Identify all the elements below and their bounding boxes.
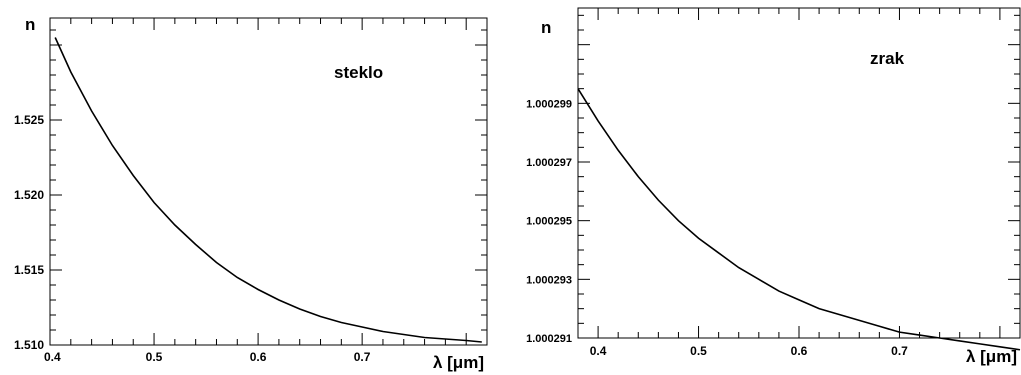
x-tick-label: 0.4 [590, 344, 607, 358]
y-tick-label: 1.520 [14, 188, 44, 202]
plot-frame [577, 7, 1021, 339]
y-tick-label: 1.000297 [526, 157, 572, 169]
y-tick-label: 1.525 [14, 113, 44, 127]
chart-annotation: zrak [870, 49, 905, 68]
x-tick-label: 0.6 [791, 344, 808, 358]
y-tick-label: 1.000295 [526, 216, 572, 228]
tick-marks [577, 8, 1021, 339]
y-tick-label: 1.510 [14, 338, 44, 352]
x-tick-labels: 0.4 0.5 0.6 0.7 [44, 350, 371, 364]
x-axis-label: λ [μm] [433, 353, 484, 372]
y-tick-label: 1.000299 [526, 98, 572, 110]
x-tick-label: 0.4 [44, 350, 61, 364]
y-tick-label: 1.515 [14, 263, 44, 277]
tick-marks [49, 18, 488, 346]
chart-panel-zrak: 0.4 0.5 0.6 0.7 1.000291 1.000293 1.0002… [526, 7, 1021, 366]
x-tick-label: 0.7 [354, 350, 371, 364]
series-line-zrak [577, 88, 1021, 351]
chart-panel-steklo: 0.4 0.5 0.6 0.7 1.510 1.515 1.520 1.525 … [14, 15, 488, 372]
x-tick-label: 0.7 [891, 344, 908, 358]
y-tick-label: 1.000291 [526, 333, 572, 345]
x-tick-label: 0.6 [250, 350, 267, 364]
y-axis-label: n [25, 15, 35, 34]
x-tick-labels: 0.4 0.5 0.6 0.7 [590, 344, 908, 358]
y-tick-label: 1.000293 [526, 274, 572, 286]
x-tick-label: 0.5 [690, 344, 707, 358]
y-tick-labels: 1.000291 1.000293 1.000295 1.000297 1.00… [526, 98, 572, 345]
y-tick-labels: 1.510 1.515 1.520 1.525 [14, 113, 44, 352]
x-tick-label: 0.5 [146, 350, 163, 364]
series-line-steklo [54, 37, 482, 343]
chart-annotation: steklo [334, 63, 383, 82]
plot-frame [49, 17, 488, 346]
x-axis-label: λ [μm] [966, 347, 1017, 366]
y-axis-label: n [541, 18, 551, 37]
